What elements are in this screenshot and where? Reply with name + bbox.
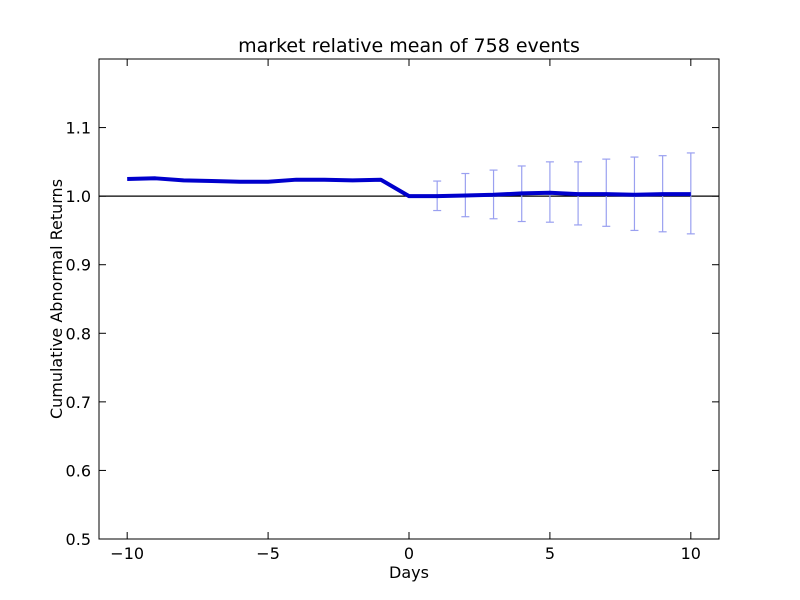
y-tick-label: 1.0: [66, 187, 91, 206]
x-tick-label: −10: [110, 544, 144, 563]
y-tick-label: 0.9: [66, 256, 91, 275]
series-line: [127, 176, 691, 199]
x-tick-label: 5: [545, 544, 555, 563]
y-tick-label: 1.1: [66, 119, 91, 138]
axis-ticks: −10 −5 0 5 10 0.5 0.6 0.7 0.8 0.9 1.0 1.1: [66, 59, 719, 563]
x-tick-label: 0: [404, 544, 414, 563]
y-axis-title: Cumulative Abnormal Returns: [47, 179, 66, 419]
y-tick-label: 0.8: [66, 324, 91, 343]
y-tick-label: 0.6: [66, 461, 91, 480]
x-tick-label: −5: [256, 544, 280, 563]
plot-frame: [98, 58, 720, 540]
x-tick-label: 10: [681, 544, 701, 563]
y-tick-label: 0.7: [66, 393, 91, 412]
plot-area: [99, 152, 719, 235]
chart-title: market relative mean of 758 events: [238, 35, 580, 57]
x-axis-title: Days: [389, 563, 429, 582]
y-tick-label: 0.5: [66, 530, 91, 549]
